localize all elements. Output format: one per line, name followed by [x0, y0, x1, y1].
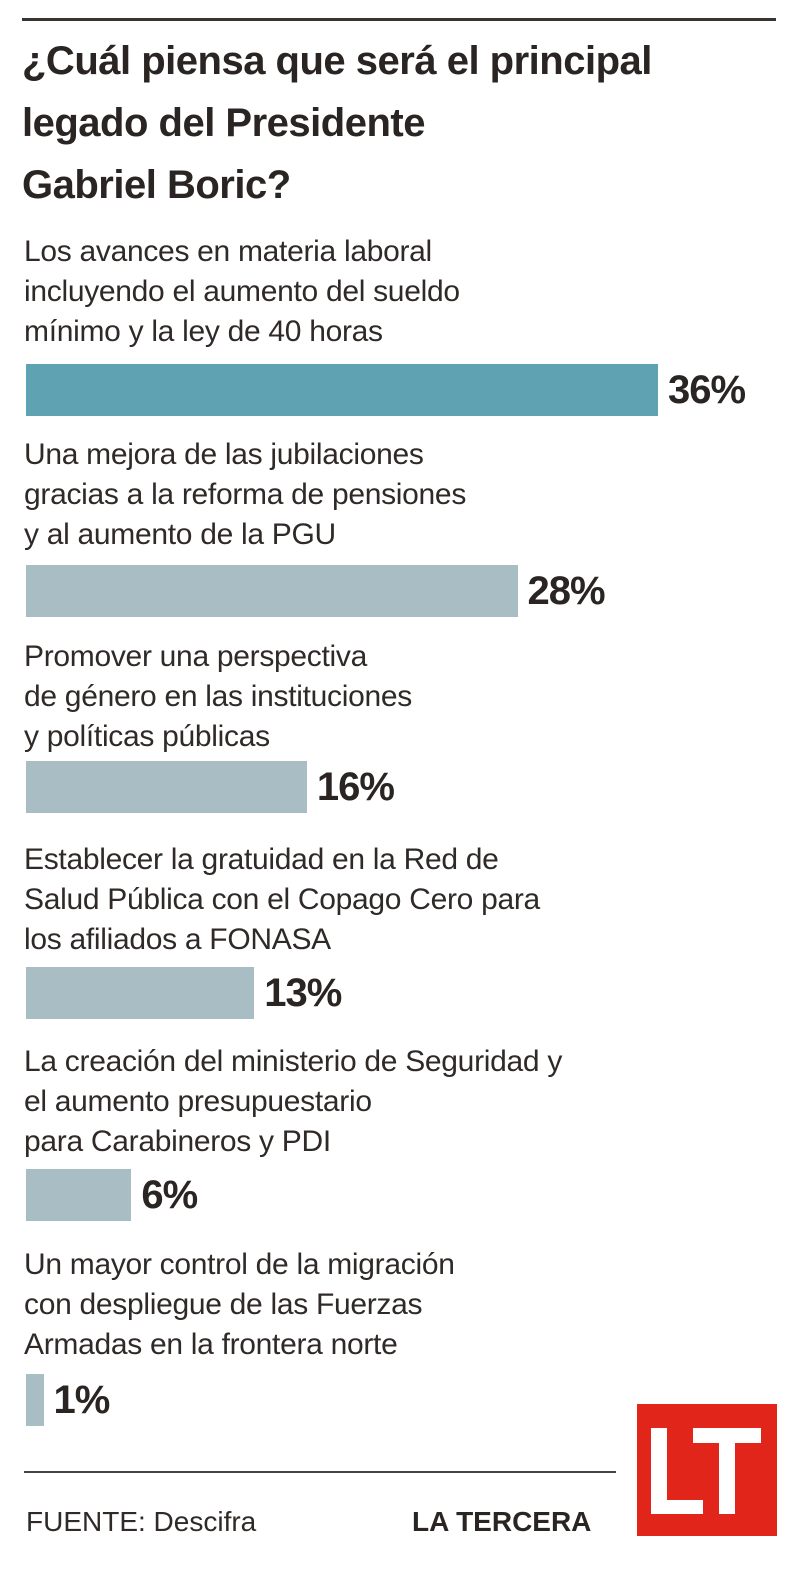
bar: [26, 1374, 44, 1426]
bar: [26, 761, 307, 813]
bar: [26, 1169, 132, 1221]
bar: [26, 364, 658, 416]
category-label: Promover una perspectiva de género en la…: [24, 640, 412, 753]
value-label: 1%: [53, 1378, 111, 1422]
brand-name: LA TERCERA: [412, 1506, 592, 1537]
chart-title: ¿Cuál piensa que será el principal legad…: [22, 39, 652, 207]
category-label: La creación del ministerio de Seguridad …: [24, 1045, 563, 1158]
category-label: Los avances en materia laboral incluyend…: [24, 235, 460, 348]
value-label: 6%: [141, 1173, 198, 1217]
category-label: Establecer la gratuidad en la Red de Sal…: [24, 843, 540, 956]
bar: [26, 565, 518, 617]
bottom-rule: [24, 1471, 616, 1473]
source-note: FUENTE: Descifra: [26, 1506, 257, 1537]
value-label: 16%: [316, 765, 395, 809]
category-label: Un mayor control de la migración con des…: [24, 1248, 455, 1361]
value-label: 36%: [668, 368, 746, 412]
top-rule: [22, 18, 776, 21]
value-label: 28%: [527, 569, 606, 613]
lt-logo-icon: [637, 1404, 777, 1536]
category-label: Una mejora de las jubilaciones gracias a…: [24, 438, 467, 551]
value-label: 13%: [264, 971, 342, 1015]
la-tercera-logo: [637, 1404, 777, 1536]
bar: [26, 967, 255, 1019]
